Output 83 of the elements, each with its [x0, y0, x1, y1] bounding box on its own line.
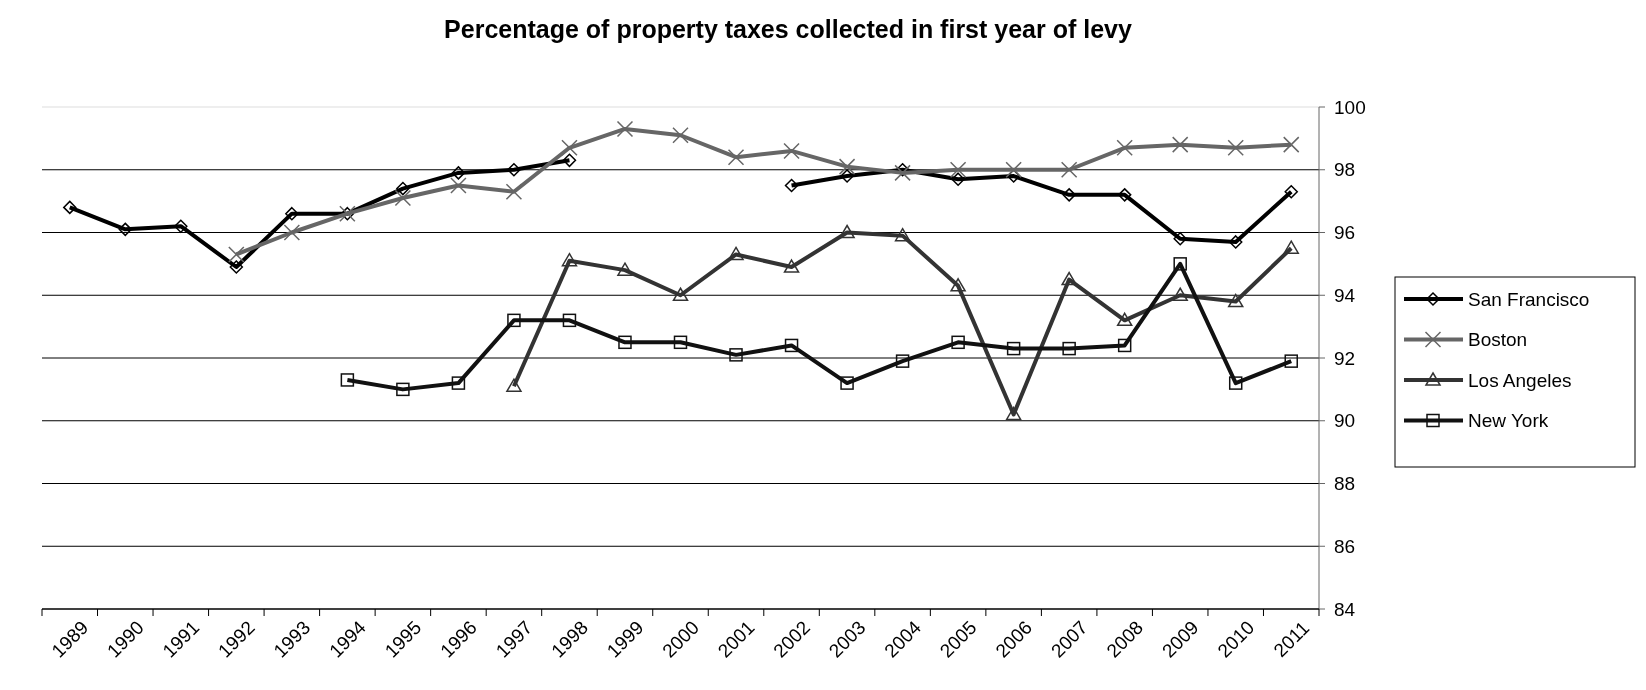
point — [1227, 293, 1244, 308]
point — [174, 219, 188, 233]
point — [561, 252, 578, 267]
legend-label: New York — [1468, 410, 1549, 432]
point — [1116, 139, 1133, 157]
point — [618, 335, 632, 350]
y-tick-label: 100 — [1334, 96, 1366, 118]
point — [118, 222, 133, 237]
legend-label: Los Angeles — [1468, 369, 1572, 391]
point — [1006, 341, 1021, 356]
point — [1116, 312, 1133, 327]
point — [1062, 188, 1076, 202]
point — [783, 259, 800, 273]
point — [840, 169, 854, 183]
point — [1171, 136, 1189, 153]
y-tick-label: 90 — [1334, 410, 1356, 432]
point — [783, 142, 800, 160]
point — [505, 183, 523, 200]
point — [951, 335, 965, 350]
point — [895, 354, 910, 368]
point — [1172, 287, 1188, 301]
point — [894, 227, 911, 242]
point — [562, 313, 577, 328]
point — [1117, 188, 1132, 202]
point — [784, 178, 799, 193]
point — [228, 246, 245, 263]
point — [617, 262, 633, 276]
point — [729, 348, 743, 362]
point — [838, 158, 856, 175]
point — [950, 278, 966, 292]
point — [340, 373, 355, 387]
point — [949, 161, 967, 178]
point — [451, 166, 466, 180]
point — [396, 181, 410, 196]
point — [396, 382, 410, 397]
point — [784, 338, 799, 353]
point — [562, 153, 577, 168]
point — [1228, 376, 1243, 390]
point — [285, 206, 299, 221]
point — [1173, 232, 1187, 246]
point — [1117, 338, 1132, 353]
legend-label: Boston — [1468, 329, 1528, 351]
point — [450, 177, 467, 194]
legend-label: San Francisco — [1468, 288, 1590, 310]
point — [1060, 161, 1078, 178]
point — [1005, 406, 1022, 421]
point — [727, 148, 745, 166]
point — [1284, 184, 1298, 199]
y-tick-label: 98 — [1334, 159, 1356, 181]
point — [1061, 271, 1077, 286]
point — [894, 164, 911, 182]
point — [1173, 257, 1187, 271]
y-tick-label: 96 — [1334, 222, 1356, 244]
point — [672, 287, 689, 301]
point — [507, 313, 521, 328]
point — [672, 126, 689, 144]
point — [728, 246, 744, 261]
point — [1005, 161, 1022, 178]
point — [1282, 136, 1300, 153]
y-tick-label: 94 — [1334, 284, 1356, 306]
point — [839, 224, 855, 239]
point — [1228, 235, 1243, 249]
point — [616, 120, 634, 138]
chart-title: Percentage of property taxes collected in first year of levy — [444, 15, 1132, 43]
point — [561, 139, 578, 157]
point — [951, 172, 965, 186]
point — [673, 335, 688, 350]
y-tick-label: 86 — [1334, 535, 1356, 557]
y-tick-label: 92 — [1334, 347, 1356, 369]
point — [283, 224, 301, 241]
point — [451, 376, 466, 390]
point — [507, 163, 521, 177]
point — [1062, 341, 1076, 356]
y-tick-label: 88 — [1334, 473, 1356, 495]
point — [506, 378, 522, 392]
y-tick-label: 84 — [1334, 598, 1356, 620]
point — [394, 189, 412, 207]
point — [63, 200, 77, 215]
point — [229, 260, 244, 274]
point — [1284, 354, 1298, 368]
point — [840, 376, 854, 390]
point — [1283, 240, 1299, 254]
point — [1227, 139, 1244, 157]
